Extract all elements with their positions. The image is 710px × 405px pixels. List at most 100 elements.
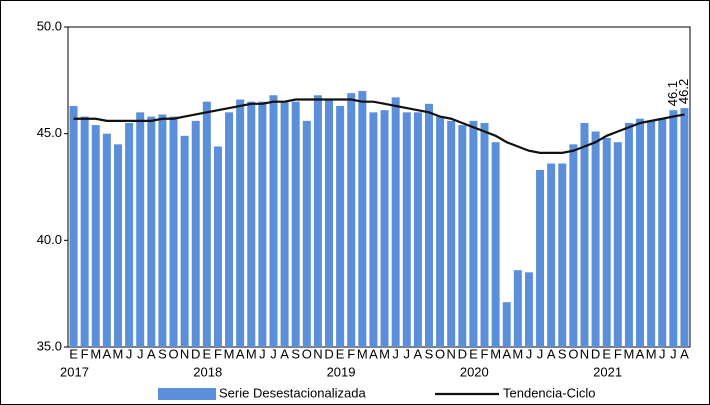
bar: [402, 112, 411, 347]
x-tick-label: J: [259, 346, 266, 361]
bar: [302, 120, 311, 347]
bar: [236, 99, 245, 348]
x-tick-label: M: [490, 346, 501, 361]
x-tick-label: M: [224, 346, 235, 361]
x-tick-label: F: [214, 346, 222, 361]
bar: [147, 116, 156, 347]
bar: [536, 169, 545, 347]
y-tick-label: 45.0: [37, 125, 62, 140]
bar: [91, 125, 100, 347]
x-tick-label: J: [659, 346, 666, 361]
bar: [169, 116, 178, 347]
legend-swatch: [158, 388, 216, 400]
bar: [369, 112, 378, 347]
x-tick-label: O: [435, 346, 445, 361]
bar: [280, 101, 289, 348]
bar: [669, 110, 678, 347]
x-tick-label: O: [302, 346, 312, 361]
bar: [458, 125, 467, 347]
x-tick-label: E: [203, 346, 212, 361]
x-tick-label: E: [336, 346, 345, 361]
x-tick-label: A: [636, 346, 645, 361]
year-label: 2017: [60, 364, 89, 379]
y-tick-label: 35.0: [37, 338, 62, 353]
legend-label: Tendencia-Ciclo: [503, 385, 596, 400]
bar: [213, 146, 222, 347]
year-label: 2019: [327, 364, 356, 379]
bar: [680, 108, 689, 347]
bar: [191, 120, 200, 347]
x-tick-label: J: [404, 346, 411, 361]
bar: [313, 95, 322, 348]
x-tick-label: E: [69, 346, 78, 361]
x-tick-label: D: [591, 346, 600, 361]
plot-frame: [67, 26, 691, 348]
x-tick-label: J: [126, 346, 133, 361]
x-tick-label: A: [502, 346, 511, 361]
x-tick-label: N: [180, 346, 189, 361]
x-tick-label: A: [280, 346, 289, 361]
bar: [469, 120, 478, 347]
x-tick-label: N: [580, 346, 589, 361]
bar: [602, 137, 611, 347]
value-label: 46.2: [676, 79, 691, 104]
bar: [491, 142, 500, 347]
bar: [325, 99, 334, 348]
x-tick-label: D: [458, 346, 467, 361]
bar: [113, 144, 122, 347]
x-tick-label: O: [568, 346, 578, 361]
x-tick-label: O: [168, 346, 178, 361]
x-tick-label: D: [191, 346, 200, 361]
x-tick-label: M: [113, 346, 124, 361]
bar: [513, 270, 522, 347]
x-tick-label: M: [379, 346, 390, 361]
bar: [413, 112, 422, 347]
y-tick-label: 50.0: [37, 18, 62, 33]
x-tick-label: S: [425, 346, 434, 361]
bar: [636, 118, 645, 347]
x-tick-label: A: [547, 346, 556, 361]
bar: [569, 144, 578, 347]
x-tick-label: N: [447, 346, 456, 361]
bar: [624, 123, 633, 347]
year-label: 2020: [460, 364, 489, 379]
x-tick-label: F: [481, 346, 489, 361]
x-tick-label: A: [369, 346, 378, 361]
legend-label: Serie Desestacionalizada: [219, 385, 366, 400]
bar: [202, 101, 211, 348]
bar: [358, 91, 367, 347]
x-tick-label: A: [103, 346, 112, 361]
y-tick-label: 40.0: [37, 232, 62, 247]
x-tick-label: F: [81, 346, 89, 361]
bar: [136, 112, 145, 347]
x-tick-label: A: [147, 346, 156, 361]
bar: [180, 135, 189, 347]
bar: [480, 123, 489, 347]
bar: [447, 120, 456, 347]
x-tick-label: S: [558, 346, 567, 361]
x-tick-label: S: [158, 346, 167, 361]
bar: [380, 110, 389, 347]
x-tick-label: J: [137, 346, 144, 361]
value-label: 46.1: [665, 81, 680, 106]
bar: [547, 163, 556, 347]
x-tick-label: E: [602, 346, 611, 361]
bar: [336, 105, 345, 347]
bar: [347, 93, 356, 347]
x-tick-label: F: [347, 346, 355, 361]
x-tick-label: J: [270, 346, 277, 361]
bar: [225, 112, 234, 347]
bar: [658, 118, 667, 347]
bar: [291, 101, 300, 348]
x-tick-label: A: [414, 346, 423, 361]
x-tick-label: N: [313, 346, 322, 361]
trend-line: [73, 98, 685, 154]
x-tick-label: M: [646, 346, 657, 361]
x-tick-label: E: [469, 346, 478, 361]
bar: [424, 103, 433, 347]
x-tick-label: A: [236, 346, 245, 361]
bar: [391, 97, 400, 348]
x-tick-label: S: [291, 346, 300, 361]
x-tick-label: M: [512, 346, 523, 361]
